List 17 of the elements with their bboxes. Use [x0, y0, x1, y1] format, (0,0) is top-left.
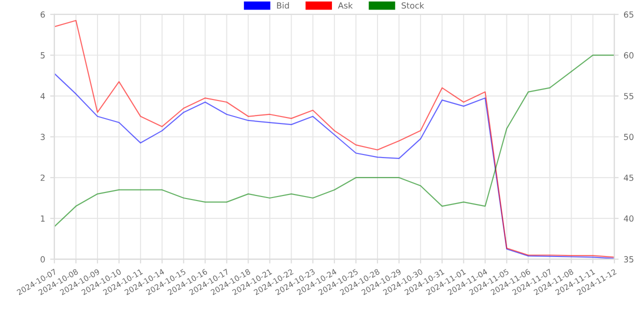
legend-label: Stock	[402, 2, 424, 9]
y-tick-label: 5	[40, 52, 45, 58]
y-tick-label: 3	[40, 134, 45, 140]
y2-tick-label: 45	[624, 174, 634, 181]
y-tick-label: 0	[40, 256, 45, 262]
y-tick-label: 4	[40, 93, 45, 100]
y2-tick-label: 50	[624, 134, 634, 140]
y2-tick-label: 65	[624, 11, 634, 18]
y-tick-label: 6	[40, 11, 45, 18]
y-tick-label: 2	[40, 174, 45, 181]
y2-tick-label: 40	[624, 215, 634, 222]
y-tick-label: 1	[40, 215, 45, 222]
y2-tick-label: 60	[624, 52, 634, 58]
legend-label: Bid	[277, 2, 289, 9]
y2-tick-label: 55	[624, 93, 634, 100]
y2-tick-label: 35	[624, 256, 634, 262]
legend-label: Ask	[338, 2, 353, 9]
